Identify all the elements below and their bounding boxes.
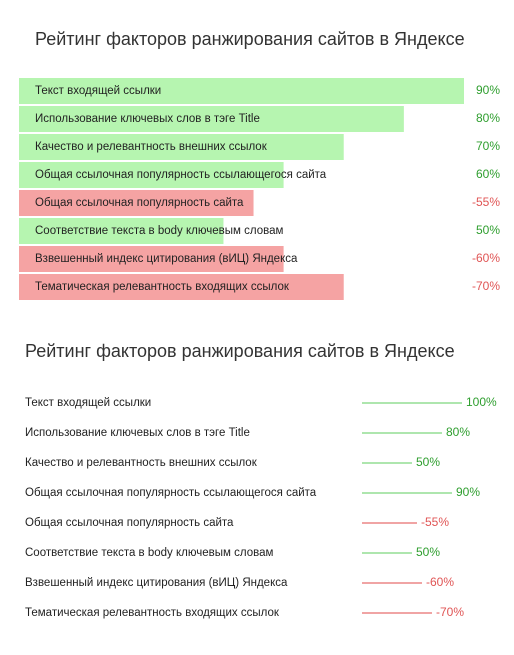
value-label: -55% [472, 195, 500, 209]
category-label: Тематическая релевантность входящих ссыл… [35, 281, 290, 293]
category-label: Использование ключевых слов в тэге Title [25, 427, 250, 439]
category-label: Тематическая релевантность входящих ссыл… [25, 607, 280, 619]
category-label: Текст входящей ссылки [25, 397, 151, 409]
category-label: Использование ключевых слов в тэге Title [35, 113, 260, 125]
value-label: 50% [416, 455, 440, 469]
category-label: Общая ссылочная популярность сайта [35, 197, 244, 209]
value-label: -60% [426, 575, 454, 589]
value-label: -55% [421, 515, 449, 529]
bar [19, 246, 284, 272]
value-label: -60% [472, 251, 500, 265]
category-label: Качество и релевантность внешних ссылок [35, 141, 268, 153]
value-label: 70% [476, 139, 500, 153]
value-label: 60% [476, 167, 500, 181]
category-label: Взвешенный индекс цитирования (вИЦ) Янде… [25, 577, 288, 589]
value-label: 50% [416, 545, 440, 559]
category-label: Текст входящей ссылки [35, 85, 161, 97]
category-label: Соответствие текста в body ключевым слов… [35, 225, 283, 237]
bar [19, 274, 344, 300]
category-label: Качество и релевантность внешних ссылок [25, 457, 258, 469]
value-label: 100% [466, 395, 497, 409]
bar [19, 106, 404, 132]
value-label: -70% [436, 605, 464, 619]
category-label: Общая ссылочная популярность ссылающегос… [25, 487, 317, 499]
value-label: -70% [472, 279, 500, 293]
chart-title: Рейтинг факторов ранжирования сайтов в Я… [35, 29, 465, 49]
category-label: Общая ссылочная популярность сайта [25, 517, 234, 529]
category-label: Взвешенный индекс цитирования (вИЦ) Янде… [35, 253, 298, 265]
bar [19, 134, 344, 160]
bar [19, 162, 284, 188]
category-label: Соответствие текста в body ключевым слов… [25, 547, 273, 559]
value-label: 90% [456, 485, 480, 499]
value-label: 90% [476, 83, 500, 97]
category-label: Общая ссылочная популярность ссылающегос… [35, 169, 327, 181]
value-label: 80% [476, 111, 500, 125]
bar [19, 78, 464, 104]
value-label: 80% [446, 425, 470, 439]
value-label: 50% [476, 223, 500, 237]
chart-title: Рейтинг факторов ранжирования сайтов в Я… [25, 341, 455, 361]
bar [19, 190, 254, 216]
bar [19, 218, 224, 244]
